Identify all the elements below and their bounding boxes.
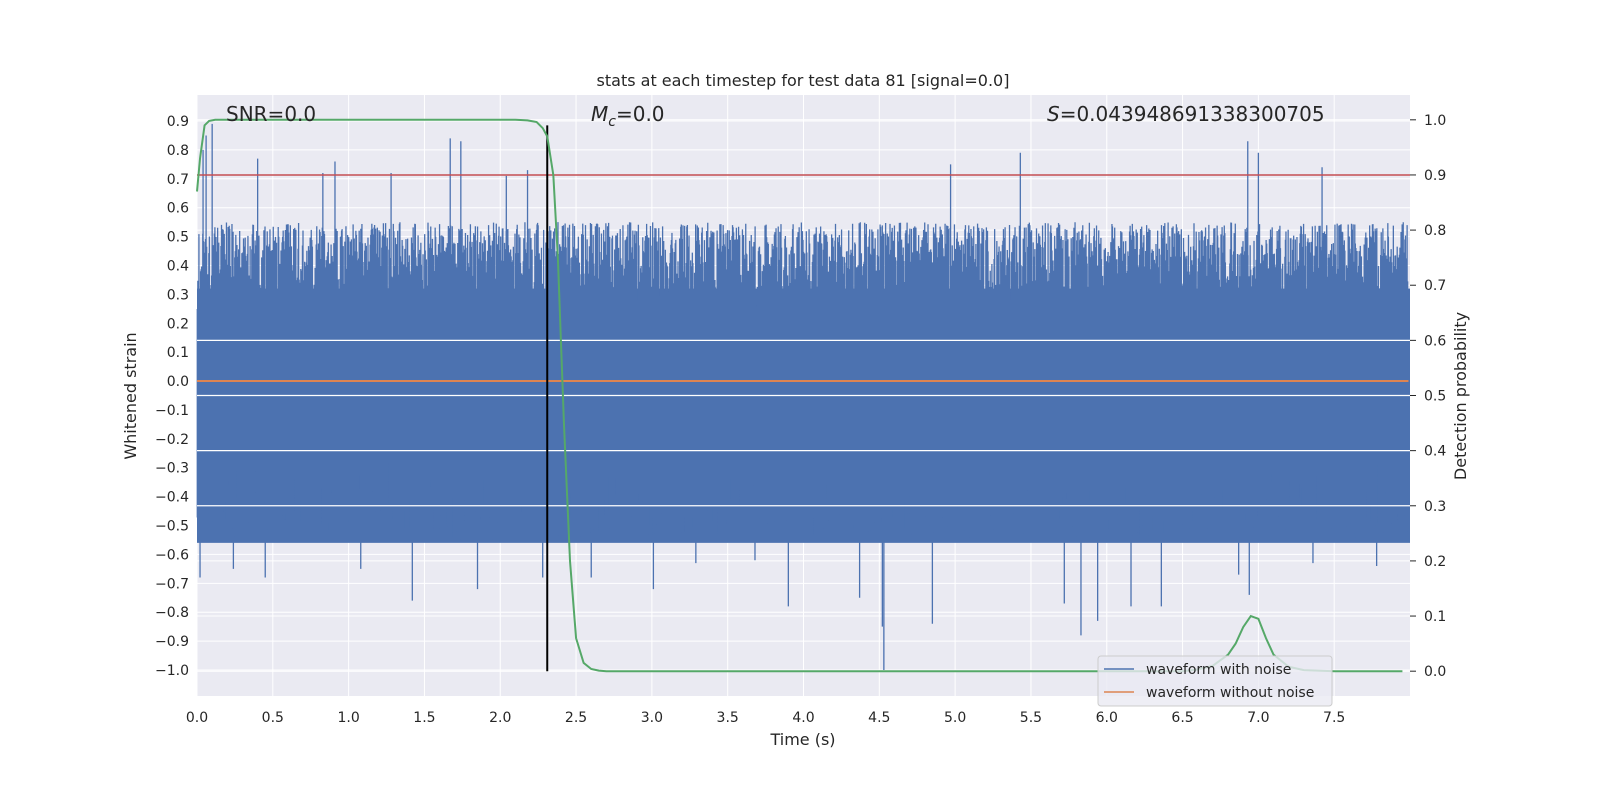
x-tick-label: 2.5 xyxy=(565,710,587,726)
chirp-mass-annotation: Mc=0.0 xyxy=(591,102,665,130)
noise-white-gridline-overlay xyxy=(197,339,1410,507)
right-y-tick-label: 0.3 xyxy=(1424,499,1446,515)
x-tick-label: 7.5 xyxy=(1323,710,1345,726)
x-tick-label: 4.0 xyxy=(792,710,814,726)
x-tick-label: 2.0 xyxy=(489,710,511,726)
y-tick-label: −0.7 xyxy=(155,576,189,592)
y-tick-label: 0.9 xyxy=(167,114,189,130)
y-tick-label: 0.1 xyxy=(167,345,189,361)
y-tick-label: −1.0 xyxy=(155,663,189,679)
x-tick-label: 5.0 xyxy=(944,710,966,726)
legend-label-with-noise: waveform with noise xyxy=(1146,662,1291,678)
right-y-tick-label: 0.9 xyxy=(1424,168,1446,184)
chart-title: stats at each timestep for test data 81 … xyxy=(597,71,1010,90)
right-y-tick-label: 0.2 xyxy=(1424,554,1446,570)
y-tick-label: −0.4 xyxy=(155,490,189,506)
x-tick-label: 0.5 xyxy=(262,710,284,726)
right-y-tick-label: 0.4 xyxy=(1424,444,1446,460)
y-axis-ticks: 0.9 0.8 0.7 0.6 0.5 0.4 0.3 0.2 0.1 0.0 −0.1 −0.2 −0… xyxy=(155,114,189,679)
y-tick-label: −0.3 xyxy=(155,461,189,477)
y-tick-label: 0.5 xyxy=(167,230,189,246)
y-tick-label: 0.6 xyxy=(167,201,189,217)
right-y-tick-label: 0.7 xyxy=(1424,278,1446,294)
snr-annotation: SNR=0.0 xyxy=(226,102,316,126)
y-tick-label: 0.0 xyxy=(167,374,189,390)
noise-trace xyxy=(196,123,1409,670)
x-tick-label: 1.5 xyxy=(413,710,435,726)
right-y-axis-ticks: 1.0 0.9 0.8 0.7 0.6 0.5 0.4 0.3 0.2 0.1 0.0 xyxy=(1410,113,1446,680)
snr-value: 0.0 xyxy=(284,102,316,126)
y-tick-label: 0.4 xyxy=(167,258,189,274)
legend-box xyxy=(1097,655,1333,707)
x-tick-label: 0.0 xyxy=(186,710,208,726)
mc-value: =0.0 xyxy=(616,102,665,126)
x-tick-label: 6.0 xyxy=(1096,710,1118,726)
x-tick-label: 7.0 xyxy=(1247,710,1269,726)
legend: waveform with noise waveform without noi… xyxy=(1097,655,1333,707)
right-y-tick-label: 0.8 xyxy=(1424,223,1446,239)
detection-probability-line xyxy=(196,118,1403,673)
right-y-tick-label: 0.1 xyxy=(1424,609,1446,625)
y-tick-label: −0.9 xyxy=(155,634,189,650)
right-y-tick-label: 0.5 xyxy=(1424,389,1446,405)
x-tick-label: 5.5 xyxy=(1020,710,1042,726)
mc-symbol: M xyxy=(591,102,608,126)
right-y-tick-label: 0.0 xyxy=(1424,664,1446,680)
x-tick-label: 1.0 xyxy=(337,710,359,726)
x-tick-label: 3.5 xyxy=(717,710,739,726)
waveform-with-noise-series xyxy=(196,123,1410,670)
right-y-tick-label: 1.0 xyxy=(1424,113,1446,129)
x-tick-label: 3.0 xyxy=(641,710,663,726)
y-tick-label: −0.6 xyxy=(155,547,189,563)
legend-label-without-noise: waveform without noise xyxy=(1146,685,1314,701)
y-tick-label: −0.1 xyxy=(155,403,189,419)
right-y-tick-label: 0.6 xyxy=(1424,333,1446,349)
y-axis-label: Whitened strain xyxy=(121,332,140,459)
snr-prefix: SNR= xyxy=(226,102,284,126)
x-tick-label: 6.5 xyxy=(1171,710,1193,726)
y-tick-label: 0.8 xyxy=(167,143,189,159)
mc-subscript: c xyxy=(608,114,616,130)
y-tick-label: 0.7 xyxy=(167,172,189,188)
x-axis-ticks: 0.0 0.5 1.0 1.5 2.0 2.5 3.0 3.5 4.0 4.5 5.0 5.5 6.0 6… xyxy=(186,710,1345,726)
s-symbol: S xyxy=(1047,102,1060,126)
s-annotation: S=0.043948691338300705 xyxy=(1047,102,1325,126)
y-tick-label: 0.2 xyxy=(167,316,189,332)
y-tick-label: −0.2 xyxy=(155,432,189,448)
x-axis-label: Time (s) xyxy=(769,730,835,749)
right-y-axis-label: Detection probability xyxy=(1451,312,1470,480)
y-tick-label: −0.5 xyxy=(155,519,189,535)
s-value: =0.043948691338300705 xyxy=(1060,102,1325,126)
y-tick-label: 0.3 xyxy=(167,287,189,303)
y-tick-label: −0.8 xyxy=(155,605,189,621)
x-tick-label: 4.5 xyxy=(868,710,890,726)
